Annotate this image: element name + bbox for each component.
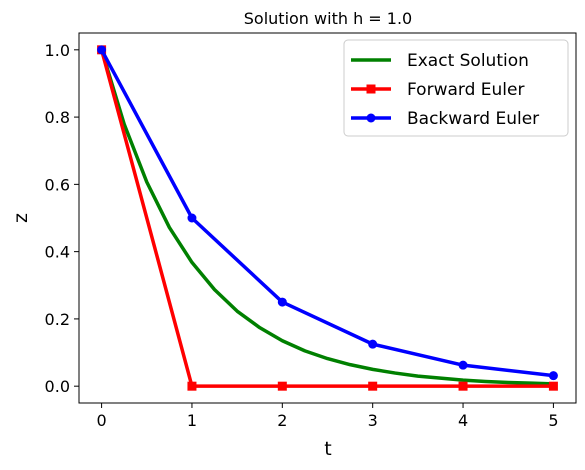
- plot-frame: [78, 32, 577, 404]
- series-line-backward-euler: [100, 48, 554, 378]
- y-tick-label: 1.0: [45, 41, 70, 60]
- data-point-backward-euler: [368, 339, 378, 349]
- y-tick-label: 0.4: [45, 243, 70, 262]
- legend-item-backward-euler: Backward Euler: [351, 109, 539, 129]
- data-point-backward-euler: [187, 213, 197, 223]
- legend-item-exact-solution: Exact Solution: [351, 51, 529, 71]
- y-tick-label: 0.8: [45, 108, 70, 127]
- y-tick-label: 0.0: [45, 377, 70, 396]
- legend-marker: [366, 84, 376, 94]
- series-exact-solution: [99, 49, 554, 386]
- data-point-backward-euler: [277, 297, 287, 307]
- x-axis: 0 1 2 3 4 5: [96, 403, 559, 430]
- x-tick-label: 4: [458, 411, 468, 430]
- series-line-forward-euler: [99, 49, 554, 388]
- legend: Exact Solution Forward Euler Backward Eule…: [343, 39, 569, 137]
- x-tick-label: 1: [187, 411, 197, 430]
- data-point-backward-euler: [458, 360, 468, 370]
- x-tick-label: 5: [548, 411, 558, 430]
- data-point-forward-euler: [458, 381, 468, 391]
- data-point-backward-euler: [548, 371, 558, 381]
- data-point-backward-euler: [97, 45, 107, 55]
- legend-frame: [343, 39, 569, 137]
- x-axis-title: t: [324, 438, 331, 460]
- legend-item-forward-euler: Forward Euler: [351, 80, 524, 100]
- legend-label: Forward Euler: [407, 80, 524, 100]
- x-tick-label: 2: [277, 411, 287, 430]
- chart-title: Solution with h = 1.0: [244, 9, 412, 28]
- x-tick-label: 0: [96, 411, 106, 430]
- data-point-forward-euler: [548, 381, 558, 391]
- series-line-exact-solution: [99, 49, 554, 386]
- series-layer: [97, 45, 558, 391]
- data-point-forward-euler: [187, 381, 197, 391]
- data-point-forward-euler: [368, 381, 378, 391]
- data-point-forward-euler: [277, 381, 287, 391]
- legend-marker: [366, 113, 376, 123]
- x-tick-label: 3: [368, 411, 378, 430]
- y-axis: 0.0 0.2 0.4 0.6 0.8 1.0: [45, 41, 79, 396]
- y-tick-label: 0.6: [45, 175, 70, 194]
- series-backward-euler: [97, 45, 558, 381]
- y-tick-label: 0.2: [45, 310, 70, 329]
- y-axis-title: z: [10, 213, 32, 223]
- legend-label: Backward Euler: [407, 109, 539, 129]
- legend-label: Exact Solution: [407, 51, 529, 71]
